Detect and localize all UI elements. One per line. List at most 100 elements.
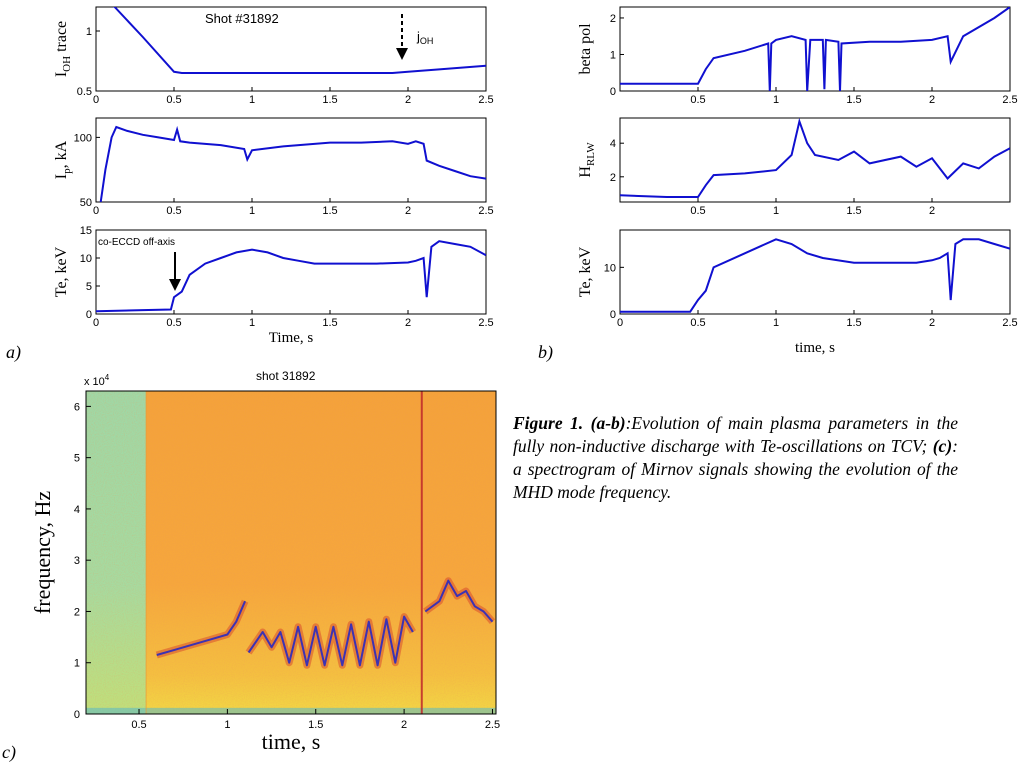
plot-frame — [619, 117, 1011, 203]
figure-caption: Figure 1. (a-b):Evolution of main plasma… — [513, 412, 958, 504]
y-tick-label: 0 — [74, 709, 80, 721]
y-axis-label-main: Te, keV — [53, 246, 70, 297]
y-tick-label: 6 — [74, 401, 80, 413]
x-tick-label: 2.5 — [478, 317, 493, 329]
exponent-label: x 104 — [84, 373, 110, 388]
y-tick-label: 4 — [610, 138, 616, 150]
x-tick-label: 1.5 — [322, 317, 337, 329]
x-tick-label: 1.5 — [846, 317, 861, 329]
series-line — [112, 7, 486, 74]
y-axis-label-main: I — [53, 174, 70, 179]
y-axis-label-sub: OH — [61, 56, 73, 72]
caption-c-text: : a spectrogram of Mirnov signals showin… — [513, 436, 958, 502]
y-axis-label: frequency, Hz — [30, 491, 55, 614]
x-tick-label: 2 — [929, 205, 935, 217]
y-tick-label: 1 — [74, 658, 80, 670]
chart-spectrogram: 0.5 1 1.5 2 2.5 0 1 2 3 4 5 6 time, s frequency, Hz — [30, 390, 500, 754]
y-axis-label-main: beta pol — [577, 23, 594, 75]
x-tick-label: 0.5 — [166, 317, 181, 329]
x-tick-label: 1.5 — [846, 205, 861, 217]
x-tick-label: 1.5 — [322, 205, 337, 217]
y-tick-label: 10 — [604, 262, 616, 274]
plot-frame — [95, 6, 487, 92]
exponent-power: 4 — [105, 373, 110, 382]
y-tick-label: 0.5 — [77, 86, 92, 98]
x-tick-label: 0 — [93, 205, 99, 217]
x-tick-label: 2 — [405, 94, 411, 106]
y-axis-label: Te, keV — [53, 246, 70, 297]
y-axis-label-sub: p — [61, 168, 73, 174]
y-tick-label: 1 — [610, 49, 616, 61]
x-tick-label: 1 — [773, 317, 779, 329]
x-tick-label: 0 — [93, 94, 99, 106]
exponent-base: x 10 — [84, 376, 105, 388]
y-tick-label: 0 — [610, 309, 616, 321]
x-tick-label: 1 — [224, 719, 230, 731]
shot-label-a: Shot #31892 — [205, 11, 279, 26]
y-tick-label: 2 — [74, 606, 80, 618]
x-tick-label: 0 — [617, 317, 623, 329]
x-tick-label: 0 — [93, 317, 99, 329]
caption-ab-text: :Evolution of main plasma parameters in … — [513, 413, 958, 456]
series-line — [620, 7, 1010, 91]
y-axis-label: Te, keV — [577, 246, 594, 297]
y-axis-label-main: I — [53, 72, 70, 77]
x-tick-label: 2.5 — [1002, 317, 1017, 329]
x-tick-label: 1 — [249, 94, 255, 106]
y-axis-label: IOH trace — [53, 21, 73, 77]
x-tick-label: 0.5 — [166, 94, 181, 106]
eccd-label: co-ECCD off-axis — [98, 237, 175, 248]
eccd-arrow — [169, 252, 181, 291]
x-tick-label: 2.5 — [478, 205, 493, 217]
plot-frame — [619, 229, 1011, 315]
x-tick-label: 1.5 — [308, 719, 323, 731]
x-tick-label: 0.5 — [131, 719, 146, 731]
y-tick-label: 0 — [86, 309, 92, 321]
caption-ab-label: (a-b) — [590, 413, 626, 433]
x-tick-label: 2.5 — [485, 719, 500, 731]
x-tick-label: 1 — [249, 205, 255, 217]
x-tick-label: 0.5 — [690, 317, 705, 329]
x-tick-label: 2 — [405, 205, 411, 217]
series-line — [96, 240, 486, 313]
y-axis-label: HRLW — [577, 142, 597, 178]
y-tick-label: 2 — [610, 172, 616, 184]
y-tick-label: 10 — [80, 253, 92, 265]
joh-main: j — [416, 29, 420, 44]
y-axis-label-rest: trace — [53, 21, 70, 56]
series-line — [99, 125, 486, 202]
x-tick-label: 2.5 — [478, 94, 493, 106]
chart-beta-pol: 0.5 1 1.5 2 2.5 0 1 2 beta pol — [577, 6, 1018, 106]
plot-frame — [619, 6, 1011, 92]
x-tick-label: 2 — [929, 317, 935, 329]
y-tick-label: 15 — [80, 225, 92, 237]
mhd-mode-post-disruption — [424, 579, 494, 623]
spectrogram-noise — [86, 391, 496, 714]
caption-title: Figure 1. — [513, 413, 584, 433]
plot-frame — [95, 229, 487, 315]
x-tick-label: 0.5 — [166, 205, 181, 217]
spectrogram-title: shot 31892 — [256, 369, 316, 383]
joh-arrow — [396, 14, 408, 60]
plot-frame — [95, 117, 487, 203]
y-axis-label-main: Te, keV — [577, 246, 594, 297]
y-tick-label: 0 — [610, 86, 616, 98]
x-tick-label: 1.5 — [846, 94, 861, 106]
joh-label: jOH — [416, 29, 433, 46]
x-tick-label: 2 — [401, 719, 407, 731]
x-tick-label: 2 — [929, 94, 935, 106]
y-tick-label: 5 — [86, 281, 92, 293]
x-tick-label: 1 — [249, 317, 255, 329]
caption-c-label: (c) — [932, 436, 953, 456]
y-tick-label: 1 — [86, 26, 92, 38]
x-tick-label: 0.5 — [690, 94, 705, 106]
y-axis-label: beta pol — [577, 23, 594, 75]
y-tick-label: 4 — [74, 504, 80, 516]
mhd-mode-trace — [156, 600, 247, 656]
x-tick-label: 2 — [405, 317, 411, 329]
y-axis-label-main: H — [577, 166, 594, 178]
panel-label-b: b) — [538, 342, 553, 363]
